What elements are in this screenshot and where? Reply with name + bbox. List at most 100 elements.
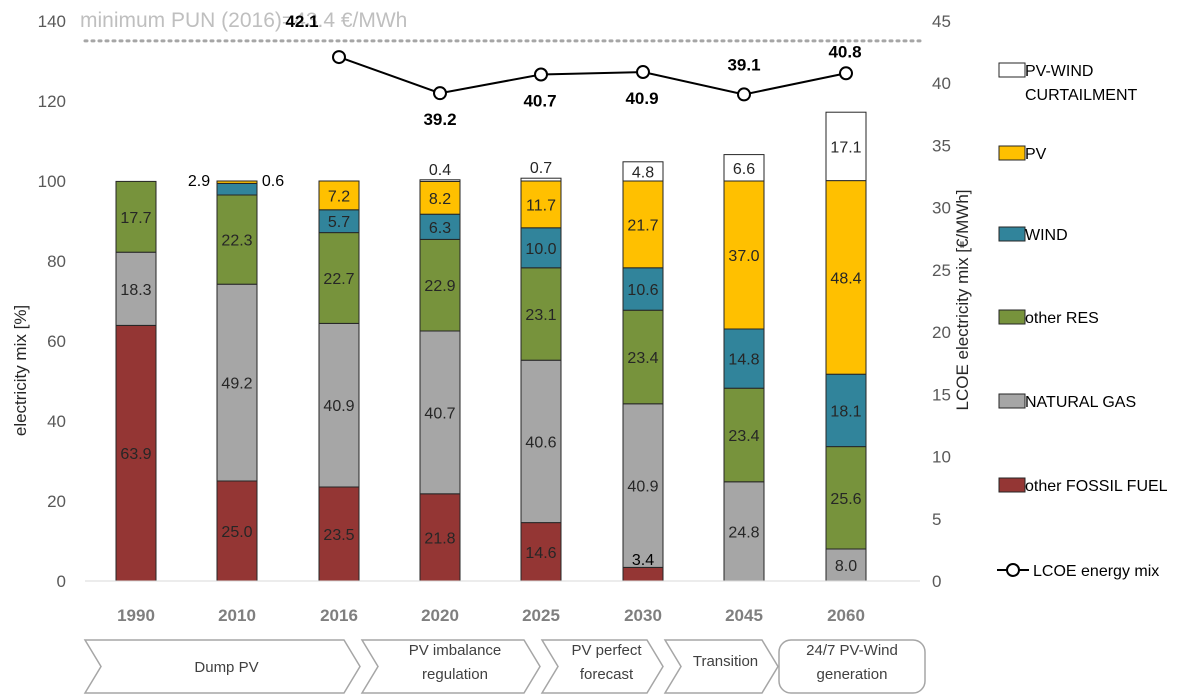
x-tick-label: 2020 [421,606,459,625]
bar-data-label: 25.6 [830,491,861,508]
legend-label: NATURAL GAS [1025,394,1136,411]
bar-data-label: 23.1 [525,307,556,324]
bar-data-label: 23.4 [627,350,658,367]
x-tick-label: 2016 [320,606,358,625]
bar-segment [825,548,867,582]
phase-chevron [83,639,361,694]
phase-label-line: 24/7 PV-Wind [806,642,898,659]
x-tick-label: 2010 [218,606,256,625]
bar-data-label: 21.7 [627,217,658,234]
bar-data-label: 23.5 [323,527,354,544]
legend-swatch [998,477,1026,493]
lcoe-point [332,50,346,65]
legend-swatch [998,226,1026,242]
legend-marker [1006,563,1020,577]
legend-label: PV [1025,146,1047,163]
lcoe-point [534,67,548,82]
bar-data-label: 25.0 [221,524,252,541]
phase-chevron [663,639,779,694]
bar-segment [723,154,765,182]
bar-segment [318,232,360,324]
bar-data-label: 14.8 [728,352,759,369]
y2-tick-label: 15 [932,385,951,404]
bar-segment [622,180,664,269]
bar-segment [318,180,360,211]
legend-swatch [998,393,1026,409]
y2-tick-label: 45 [932,12,951,31]
bar-data-label: 18.3 [120,282,151,299]
reference-line-label: minimum PUN (2016)=43.4 €/MWh [80,9,407,32]
bar-segment [825,180,867,375]
y2-tick-label: 40 [932,74,951,93]
bar-data-label: 40.6 [525,434,556,451]
bar-segment [419,238,461,332]
bar-segment [419,330,461,495]
y-tick-label: 60 [47,332,66,351]
y-tick-label: 100 [38,172,66,191]
y2-axis-title: LCOE electricity mix [€/MWh] [953,189,972,410]
lcoe-point [433,86,447,101]
phase-label: Dump PV [194,659,258,676]
bar-segment [115,251,157,326]
bar-data-label: 17.1 [830,139,861,156]
bar-segment [825,111,867,182]
bar-segment [520,267,562,361]
phase-label: Transition [693,653,758,670]
phase-box [778,639,926,694]
phase-label-line: generation [817,666,888,683]
y2-tick-label: 20 [932,323,951,342]
y-tick-label: 120 [38,92,66,111]
legend-label: other RES [1025,310,1099,327]
lcoe-data-label: 42.1 [285,12,318,31]
bar-segment [723,387,765,483]
bar-segment [419,493,461,582]
bar-data-label: 40.9 [323,398,354,415]
bar-segment [622,309,664,405]
bar-segment [520,227,562,269]
lcoe-data-label: 39.2 [423,110,456,129]
bar-data-label: 40.7 [424,405,455,422]
legend-label: other FOSSIL FUEL [1025,478,1168,495]
bar-data-label: 11.7 [526,197,556,214]
lcoe-point [839,66,853,81]
y2-tick-label: 5 [932,510,941,529]
bar-data-label: 0.6 [262,173,284,190]
lcoe-point [636,65,650,80]
phase-label-line: PV imbalance [409,642,502,659]
bar-segment [520,180,562,229]
y2-tick-label: 10 [932,448,951,467]
y2-tick-label: 35 [932,136,951,155]
x-tick-label: 2030 [624,606,662,625]
bar-data-label: 22.7 [323,271,354,288]
bar-data-label: 0.4 [429,162,451,179]
x-tick-label: 2025 [522,606,560,625]
bar-data-label: 18.1 [830,403,861,420]
bar-segment [520,177,562,182]
bar-data-label: 4.8 [632,164,654,181]
phase-chevron [540,639,664,694]
x-tick-label: 1990 [117,606,155,625]
legend-label-line: CURTAILMENT [1025,87,1138,104]
bar-segment [216,180,258,184]
bar-data-label: 48.4 [830,270,861,287]
y-tick-label: 140 [38,12,66,31]
lcoe-point [737,87,751,102]
bar-data-label: 8.0 [835,558,857,575]
phase-chevron [360,639,541,694]
bar-data-label: 6.6 [733,161,755,178]
bar-segment [622,403,664,568]
lcoe-data-label: 40.9 [625,89,658,108]
bar-data-label: 49.2 [221,376,252,393]
legend-swatch [998,145,1026,161]
bar-segment [622,566,664,582]
bar-data-label: 8.2 [429,191,451,208]
bar-segment [115,180,157,253]
y-tick-label: 40 [47,412,66,431]
legend-label: WIND [1025,227,1068,244]
phase-label-line: forecast [580,666,634,683]
legend-swatch [998,309,1026,325]
y-axis-title: electricity mix [%] [11,305,30,436]
bar-segment [318,322,360,488]
